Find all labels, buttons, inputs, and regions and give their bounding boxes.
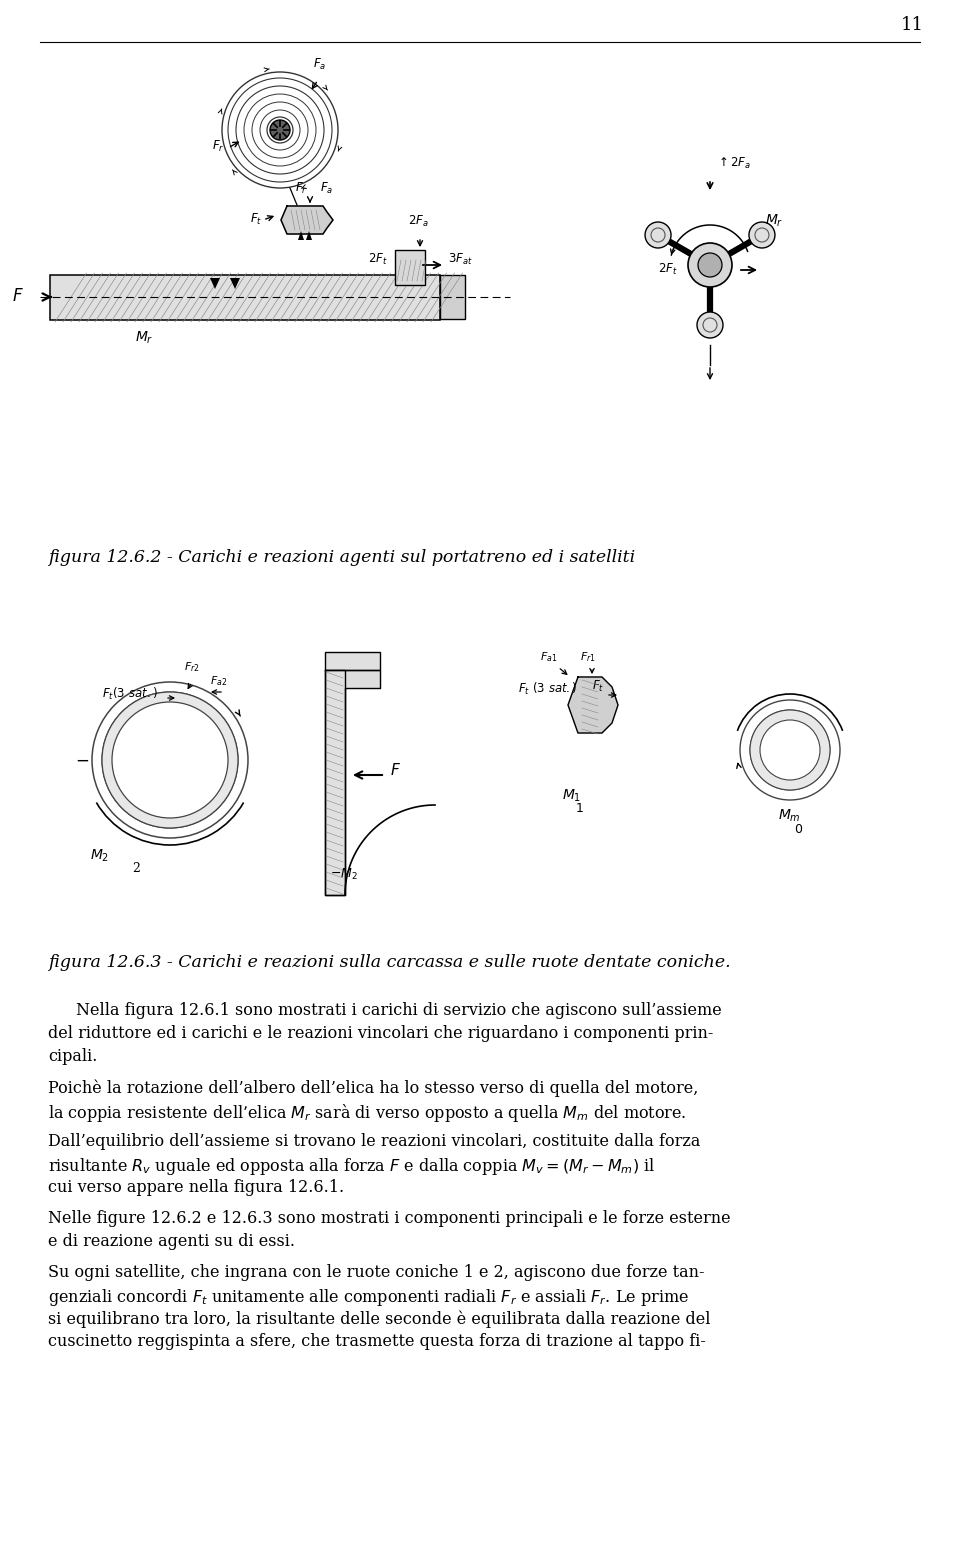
Polygon shape	[281, 206, 333, 233]
Polygon shape	[298, 230, 304, 240]
Text: 1: 1	[576, 802, 584, 815]
Text: 2: 2	[132, 863, 140, 875]
Circle shape	[697, 312, 723, 339]
Text: $F_t(3\ sat.)$: $F_t(3\ sat.)$	[102, 686, 157, 702]
Bar	[395, 250, 425, 284]
Circle shape	[102, 693, 238, 829]
Text: $F_t$: $F_t$	[250, 212, 262, 227]
Text: $F$: $F$	[12, 288, 24, 305]
Text: $F$: $F$	[390, 762, 401, 778]
Text: Dall’equilibrio dell’assieme si trovano le reazioni vincolari, costituite dalla : Dall’equilibrio dell’assieme si trovano …	[48, 1133, 701, 1150]
Text: $-$: $-$	[75, 751, 89, 768]
Circle shape	[750, 710, 830, 790]
Text: genziali concordi $F_t$ unitamente alle componenti radiali $F_r$ e assiali $F_r$: genziali concordi $F_t$ unitamente alle …	[48, 1288, 689, 1308]
Text: $F_a$: $F_a$	[320, 181, 333, 196]
Text: $2F_t$: $2F_t$	[368, 252, 388, 267]
Polygon shape	[568, 677, 618, 733]
Text: Su ogni satellite, che ingrana con le ruote coniche 1 e 2, agiscono due forze ta: Su ogni satellite, che ingrana con le ru…	[48, 1265, 705, 1282]
Text: $2F_a$: $2F_a$	[408, 213, 429, 229]
Circle shape	[112, 702, 228, 818]
Text: $F_{r1}$: $F_{r1}$	[580, 649, 596, 663]
Text: cipali.: cipali.	[48, 1048, 97, 1065]
Text: 0: 0	[794, 822, 802, 836]
Text: Nella figura 12.6.1 sono mostrati i carichi di servizio che agiscono sull’assiem: Nella figura 12.6.1 sono mostrati i cari…	[76, 1002, 722, 1019]
Text: figura 12.6.2 - Carichi e reazioni agenti sul portatreno ed i satelliti: figura 12.6.2 - Carichi e reazioni agent…	[48, 549, 636, 566]
Circle shape	[760, 720, 820, 781]
Text: si equilibrano tra loro, la risultante delle seconde è equilibrata dalla reazion: si equilibrano tra loro, la risultante d…	[48, 1309, 710, 1328]
Text: $M_1$: $M_1$	[562, 788, 581, 804]
Polygon shape	[230, 278, 240, 289]
Text: $M_2$: $M_2$	[90, 849, 109, 864]
Text: $F_r$: $F_r$	[295, 181, 307, 196]
Text: $M_m$: $M_m$	[778, 809, 801, 824]
Text: $\uparrow 2F_a$: $\uparrow 2F_a$	[716, 156, 751, 172]
Polygon shape	[306, 230, 312, 240]
Text: $F_{a2}$: $F_{a2}$	[210, 674, 228, 688]
Polygon shape	[210, 278, 220, 289]
Text: cuscinetto reggispinta a sfere, che trasmette questa forza di trazione al tappo : cuscinetto reggispinta a sfere, che tras…	[48, 1333, 706, 1350]
Text: $F_t\ (3\ sat.)$: $F_t\ (3\ sat.)$	[518, 680, 578, 697]
Text: $2F_t$: $2F_t$	[658, 261, 678, 277]
Text: $M_r$: $M_r$	[135, 329, 154, 346]
Bar	[325, 669, 345, 895]
Text: Poichè la rotazione dell’albero dell’elica ha lo stesso verso di quella del moto: Poichè la rotazione dell’albero dell’eli…	[48, 1079, 698, 1096]
Text: la coppia resistente dell’elica $M_r$ sarà di verso opposto a quella $M_m$ del m: la coppia resistente dell’elica $M_r$ sa…	[48, 1102, 686, 1124]
Text: $F_a$: $F_a$	[313, 57, 326, 73]
Text: $F_{r2}$: $F_{r2}$	[184, 660, 200, 674]
Circle shape	[645, 223, 671, 247]
Text: risultante $R_v$ uguale ed opposta alla forza $F$ e dalla coppia $M_v = (M_r - M: risultante $R_v$ uguale ed opposta alla …	[48, 1156, 656, 1177]
Text: figura 12.6.3 - Carichi e reazioni sulla carcassa e sulle ruote dentate coniche.: figura 12.6.3 - Carichi e reazioni sulla…	[48, 954, 731, 971]
Circle shape	[698, 254, 722, 277]
Text: $F_{a1}$: $F_{a1}$	[540, 649, 558, 663]
Bar	[325, 652, 380, 669]
Text: $3F_{at}$: $3F_{at}$	[448, 252, 472, 267]
Bar	[440, 275, 465, 318]
Text: $-M_2$: $-M_2$	[330, 867, 358, 883]
Polygon shape	[325, 669, 380, 895]
Text: $F_t$: $F_t$	[592, 679, 604, 694]
Text: $M_r$: $M_r$	[765, 213, 783, 229]
Circle shape	[749, 223, 775, 247]
Text: Nelle figure 12.6.2 e 12.6.3 sono mostrati i componenti principali e le forze es: Nelle figure 12.6.2 e 12.6.3 sono mostra…	[48, 1211, 731, 1228]
Text: e di reazione agenti su di essi.: e di reazione agenti su di essi.	[48, 1234, 295, 1251]
Circle shape	[270, 121, 290, 141]
Bar	[50, 275, 440, 320]
Circle shape	[688, 243, 732, 288]
Text: del riduttore ed i carichi e le reazioni vincolari che riguardano i componenti p: del riduttore ed i carichi e le reazioni…	[48, 1025, 713, 1042]
Text: 11: 11	[900, 15, 924, 34]
Text: $F_r$: $F_r$	[212, 139, 225, 155]
Text: cui verso appare nella figura 12.6.1.: cui verso appare nella figura 12.6.1.	[48, 1180, 344, 1197]
